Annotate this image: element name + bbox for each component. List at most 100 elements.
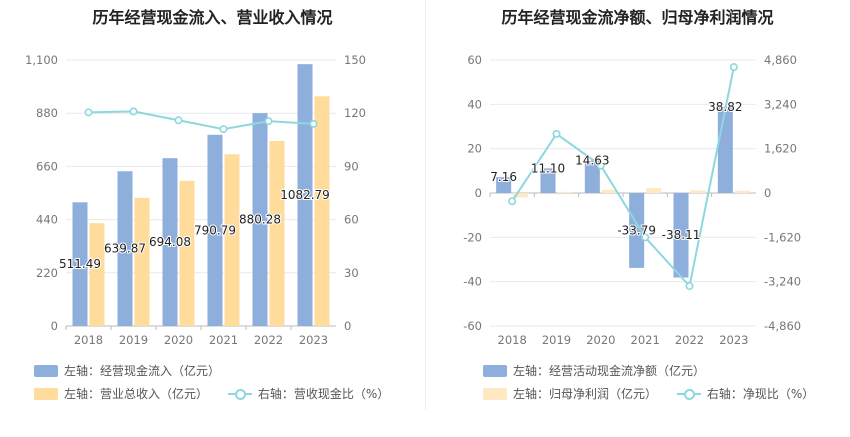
bar-secondary — [601, 189, 617, 193]
legend-label: 左轴：经营现金流入（亿元） — [64, 364, 221, 378]
y-left-tick-label: 220 — [36, 266, 58, 280]
x-tick-label: 2020 — [164, 333, 193, 347]
bar-primary — [162, 158, 178, 326]
bar-swatch-icon — [483, 364, 507, 377]
line-circle-marker-icon — [227, 388, 252, 400]
data-label: -38.11 — [662, 228, 701, 242]
x-tick-label: 2021 — [631, 333, 660, 347]
bar-primary — [629, 193, 645, 268]
x-tick-label: 2020 — [586, 333, 615, 347]
bar-primary — [540, 168, 556, 193]
legend-item-net-cash-ratio[interactable]: 右轴：净现比（%） — [676, 385, 814, 402]
bar-primary — [496, 177, 512, 193]
ratio-line — [511, 66, 735, 289]
bar-secondary — [513, 193, 529, 198]
x-tick-label: 2022 — [675, 333, 704, 347]
bar-secondary — [89, 223, 105, 326]
y-right-tick-label: 0 — [344, 319, 351, 333]
right-chart-svg: -60 -4,860 -40 -3,240 -20 -1,620 0 0 20 1,620 40 3,… — [463, 53, 801, 347]
bar-swatch-icon — [483, 387, 507, 400]
data-label: 880.28 — [239, 213, 281, 227]
bar-secondary — [557, 191, 573, 193]
data-label: 511.49 — [59, 257, 101, 271]
left-chart-svg: 0 0 220 30 440 60 660 90 880 120 1,100 150 2018 2019 2… — [25, 53, 366, 347]
data-label: 7.16 — [490, 170, 517, 184]
bar-swatch-icon — [34, 387, 58, 400]
bar-secondary — [690, 190, 706, 193]
ratio-point — [219, 125, 228, 134]
bar-secondary — [179, 180, 195, 326]
y-right-tick-label: 30 — [344, 266, 359, 280]
ratio-line — [88, 110, 314, 131]
x-tick-label: 2023 — [719, 333, 748, 347]
left-chart-panel: 历年经营现金流入、营业收入情况 0 0 220 30 440 60 660 90 880 120 1… — [25, 8, 405, 403]
y-left-tick-label: -60 — [463, 319, 482, 333]
x-tick-label: 2018 — [498, 333, 527, 347]
legend-label: 左轴：营业总收入（亿元） — [64, 387, 209, 401]
ratio-point — [174, 116, 183, 125]
data-label: 639.87 — [104, 242, 146, 256]
y-left-tick-label: -20 — [463, 230, 482, 244]
left-legend-row-1: 左轴：经营现金流入（亿元） — [34, 362, 236, 380]
y-right-tick-label: 60 — [344, 213, 359, 227]
left-legend-row-2: 左轴：营业总收入（亿元） 右轴：营收现金比（%） — [34, 385, 405, 403]
y-left-tick-label: 440 — [36, 213, 58, 227]
y-left-tick-label: 60 — [467, 53, 482, 67]
bar-secondary — [269, 141, 285, 326]
data-label: 11.10 — [531, 161, 565, 175]
y-right-tick-label: -1,620 — [764, 230, 801, 244]
panel-divider — [425, 0, 426, 410]
x-tick-label: 2023 — [299, 333, 328, 347]
y-right-tick-label: 90 — [344, 159, 359, 173]
legend-item-net-cash-flow[interactable]: 左轴：经营活动现金流净额（亿元） — [483, 362, 705, 379]
bar-primary — [117, 171, 133, 326]
legend-item-cash-ratio[interactable]: 右轴：营收现金比（%） — [227, 385, 389, 402]
y-left-tick-label: 40 — [467, 97, 482, 111]
bar-secondary — [734, 190, 750, 193]
y-right-tick-label: 0 — [764, 186, 771, 200]
ratio-point — [596, 161, 605, 170]
ratio-point — [264, 117, 273, 126]
bar-secondary — [224, 154, 240, 326]
y-right-tick-label: 4,860 — [764, 53, 797, 67]
ratio-point — [309, 119, 318, 128]
bar-secondary — [314, 96, 330, 326]
ratio-point — [729, 63, 738, 72]
ratio-point — [508, 197, 517, 206]
legend-item-revenue[interactable]: 左轴：营业总收入（亿元） — [34, 385, 208, 402]
x-tick-label: 2022 — [254, 333, 283, 347]
line-circle-marker-icon — [676, 388, 701, 400]
bar-primary — [717, 106, 733, 193]
y-left-tick-label: 0 — [475, 186, 482, 200]
ratio-point — [685, 282, 694, 291]
x-tick-label: 2021 — [209, 333, 238, 347]
y-left-tick-label: 20 — [467, 142, 482, 156]
y-left-tick-label: 660 — [36, 159, 58, 173]
y-left-tick-label: 1,100 — [25, 53, 58, 67]
data-label: 14.63 — [575, 154, 609, 168]
right-chart-panel: 历年经营现金流净额、归母净利润情况 -60 -4,860 -40 -3,240 -20-… — [425, 0, 850, 437]
bar-swatch-icon — [34, 364, 58, 377]
x-tick-label: 2019 — [542, 333, 571, 347]
legend-item-net-profit[interactable]: 左轴：归母净利润（亿元） — [483, 385, 657, 402]
legend-label: 左轴：归母净利润（亿元） — [513, 387, 658, 401]
data-label: 694.08 — [149, 235, 191, 249]
y-right-tick-label: 3,240 — [764, 97, 797, 111]
y-left-tick-label: 880 — [36, 106, 58, 120]
x-tick-label: 2018 — [74, 333, 103, 347]
ratio-point — [129, 107, 138, 116]
bar-primary — [297, 64, 313, 327]
x-tick-label: 2019 — [119, 333, 148, 347]
bar-secondary — [646, 188, 662, 193]
data-label: -33.79 — [617, 223, 656, 237]
legend-label: 左轴：经营活动现金流净额（亿元） — [513, 364, 706, 378]
bar-primary — [207, 134, 223, 326]
y-left-tick-label: -40 — [463, 275, 482, 289]
ratio-point — [84, 108, 93, 117]
bar-primary — [72, 202, 88, 326]
ratio-point — [641, 233, 650, 242]
left-chart-title: 历年经营现金流入、营业收入情况 — [92, 8, 333, 27]
legend-item-cash-inflow[interactable]: 左轴：经营现金流入（亿元） — [34, 362, 220, 379]
y-right-tick-label: 150 — [344, 53, 366, 67]
right-legend-row-2: 左轴：归母净利润（亿元） 右轴：净现比（%） — [483, 385, 830, 403]
